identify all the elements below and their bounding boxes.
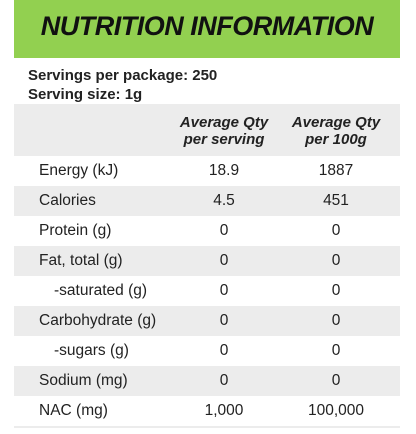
- servings-per-package: Servings per package: 250: [28, 67, 218, 84]
- column-header-band: [14, 104, 400, 156]
- row-value-per-serving: 0: [219, 312, 229, 329]
- row-value-per-100g: 0: [331, 252, 341, 269]
- row-value-per-100g: 0: [331, 282, 341, 299]
- column-header-per-serving-line2: per serving: [183, 131, 265, 148]
- table-row: Carbohydrate (g) 0 0: [14, 306, 400, 336]
- table-row: -sugars (g) 0 0: [14, 336, 400, 366]
- row-value-per-serving: 0: [219, 222, 229, 239]
- row-label: Sodium (mg): [39, 372, 128, 389]
- column-header-per-100g: Average Qty per 100g: [276, 114, 396, 148]
- nutrition-title: NUTRITION INFORMATION: [40, 11, 374, 41]
- row-label: Energy (kJ): [39, 162, 119, 179]
- row-value-per-100g: 0: [331, 312, 341, 329]
- column-header-per-serving-line1: Average Qty: [179, 114, 269, 131]
- column-header-per-serving: Average Qty per serving: [164, 114, 284, 148]
- row-value-per-100g: 0: [331, 342, 341, 359]
- table-row: -saturated (g) 0 0: [14, 276, 400, 306]
- table-row: Energy (kJ) 18.9 1887: [14, 156, 400, 186]
- row-value-per-serving: 0: [219, 252, 229, 269]
- row-label: -saturated (g): [54, 282, 148, 299]
- row-label: Carbohydrate (g): [39, 312, 157, 329]
- servings-info: Servings per package: 250 Serving size: …: [28, 66, 217, 104]
- column-header-per-100g-line1: Average Qty: [291, 114, 381, 131]
- row-value-per-100g: 100,000: [307, 402, 365, 419]
- table-row: NAC (mg) 1,000 100,000: [14, 396, 400, 426]
- row-value-per-100g: 0: [331, 372, 341, 389]
- row-label: Protein (g): [39, 222, 112, 239]
- row-value-per-serving: 0: [219, 342, 229, 359]
- serving-size: Serving size: 1g: [28, 86, 143, 103]
- servings-band: [14, 58, 400, 104]
- row-value-per-100g: 451: [323, 192, 349, 209]
- row-value-per-100g: 0: [331, 222, 341, 239]
- row-value-per-serving: 0: [219, 372, 229, 389]
- nutrition-header: NUTRITION INFORMATION: [14, 0, 400, 58]
- row-value-per-serving: 18.9: [208, 162, 240, 179]
- row-value-per-serving: 0: [219, 282, 229, 299]
- row-value-per-100g: 1887: [318, 162, 354, 179]
- row-label: NAC (mg): [39, 402, 108, 419]
- table-row: Fat, total (g) 0 0: [14, 246, 400, 276]
- table-row: Sodium (mg) 0 0: [14, 366, 400, 396]
- row-label: -sugars (g): [54, 342, 129, 359]
- column-header-per-100g-line2: per 100g: [305, 131, 367, 148]
- row-label: Calories: [39, 192, 96, 209]
- row-value-per-serving: 4.5: [213, 192, 235, 209]
- row-value-per-serving: 1,000: [204, 402, 244, 419]
- table-row: Protein (g) 0 0: [14, 216, 400, 246]
- table-row: Calories 4.5 451: [14, 186, 400, 216]
- row-label: Fat, total (g): [39, 252, 123, 269]
